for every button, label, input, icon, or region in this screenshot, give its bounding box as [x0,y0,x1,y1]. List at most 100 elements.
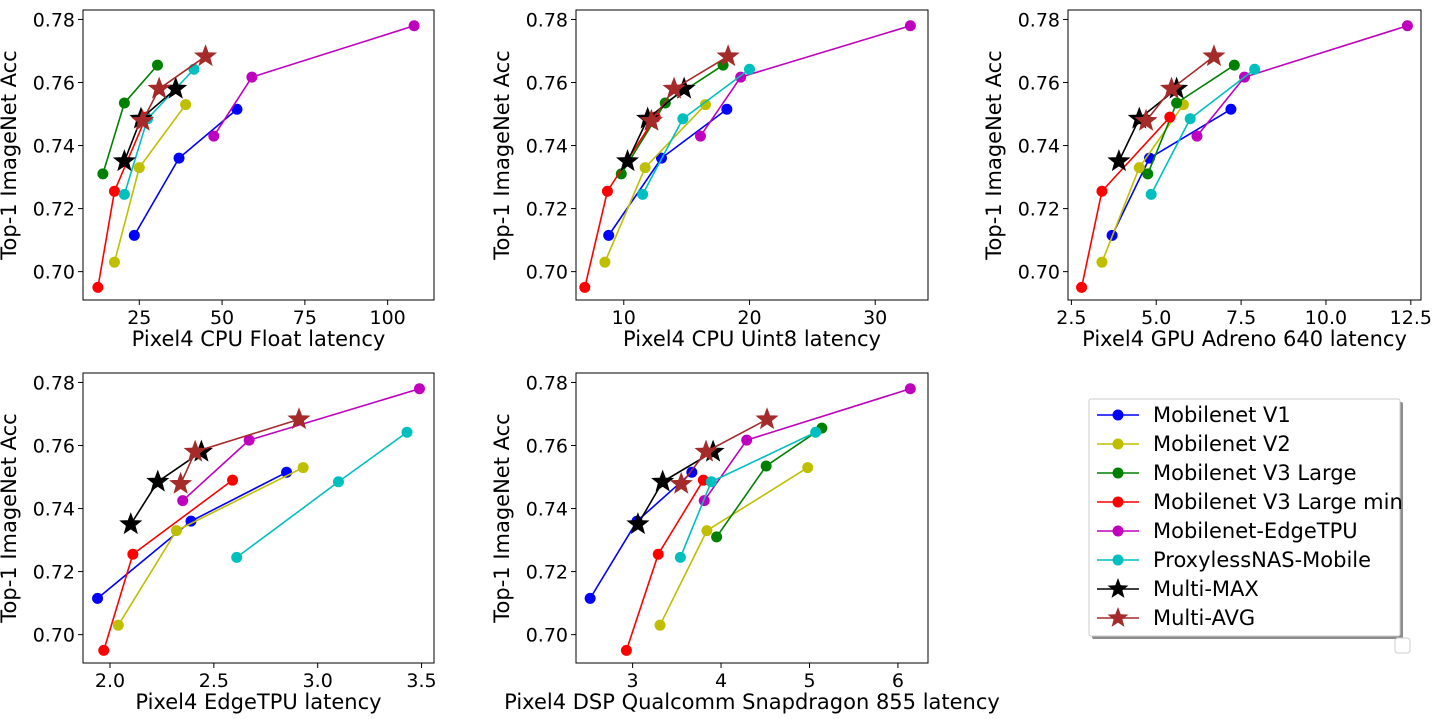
series-multi-avg [169,407,311,494]
legend-circle-marker [1112,554,1124,566]
series-mobilenet-v3-large-min [1076,111,1176,293]
series-mobilenet-v3-large-min [92,111,152,293]
y-tick-label: 0.76 [526,436,568,458]
legend-circle-marker [1112,525,1124,537]
legend-label: Mobilenet-EdgeTPU [1153,519,1358,543]
x-tick-label: 30 [863,307,887,329]
data-point [92,592,104,604]
x-tick-label: 5.0 [1141,307,1171,329]
data-point [1076,281,1088,293]
legend-star-marker [1107,578,1129,598]
x-tick-label: 2.0 [95,670,125,692]
data-point-star [1202,44,1226,67]
data-point [413,383,425,395]
series-proxylessnas-mobile [674,426,822,563]
x-tick-label: 75 [293,307,317,329]
data-point [180,99,192,111]
data-point [802,462,814,474]
data-point [1401,20,1413,32]
data-point [1171,97,1183,109]
data-point [1133,162,1145,174]
data-point [579,281,591,293]
y-tick-label: 0.76 [526,73,568,95]
data-point-star [131,108,155,131]
data-point [118,97,130,109]
data-point [1228,59,1240,71]
data-point [615,168,627,180]
data-point-star [651,469,675,492]
y-tick-label: 0.78 [526,372,568,394]
x-tick-label: 5 [803,670,815,692]
subplot-2: 10 20 30 0.70 0.72 0.74 0.76 0.78 Pixel4 CPU Uin… [490,9,929,351]
x-tick-label: 12.5 [1390,307,1432,329]
x-axis-label: Pixel4 CPU Uint8 latency [623,327,881,351]
data-point-star [662,76,686,99]
empty-legend-box [1394,637,1411,654]
legend-circle-marker [1112,496,1124,508]
data-point-star [169,471,193,494]
data-point [170,525,182,537]
y-tick-label: 0.78 [526,9,568,31]
data-point [1249,63,1261,75]
data-point [904,20,916,32]
data-point [152,59,164,71]
data-point [701,525,713,537]
data-point [133,162,145,174]
axes-frame [575,372,929,664]
legend-circle-marker [1112,467,1124,479]
data-point [173,152,185,164]
data-point [599,256,611,268]
legend-item: Mobilenet V3 Large [1097,461,1357,485]
y-tick-label: 0.78 [33,372,75,394]
data-point [227,474,239,486]
data-point [1225,103,1237,115]
data-point [705,476,717,488]
data-point [246,71,258,83]
series-line [213,24,415,137]
series-line [236,431,408,559]
series-mobilenet-v3-large [1142,59,1240,180]
series-mobilenet-v2 [599,99,711,268]
data-point-star [755,407,779,430]
series-mobilenet-v1 [1106,103,1237,241]
data-point [694,130,706,142]
series-mobilenet-v3-large-min [579,111,661,293]
data-point [584,592,596,604]
data-point [677,113,689,125]
legend-label: Multi-AVG [1153,606,1255,630]
y-tick-label: 0.78 [33,9,75,31]
x-axis-label: Pixel4 DSP Qualcomm Snapdragon 855 laten… [504,690,1000,714]
series-multi-avg [639,44,740,131]
data-point [1096,256,1108,268]
data-point [231,103,243,115]
data-point [699,99,711,111]
y-axis-label: Top-1 ImageNet Acc [490,413,514,623]
data-point-star [1107,149,1131,172]
subplot-5: 3 4 5 6 0.70 0.72 0.74 0.76 0.78 Pixel4 DSP Qualc… [490,372,1000,714]
y-tick-label: 0.72 [526,199,568,221]
y-tick-label: 0.76 [33,73,75,95]
data-point [743,63,755,75]
data-point [92,281,104,293]
series-mobilenet-v3-large-min [98,474,239,656]
data-point [741,434,753,446]
x-tick-label: 4 [715,670,727,692]
legend-item: Multi-MAX [1097,577,1259,601]
data-point [810,426,822,438]
y-tick-label: 0.72 [33,199,75,221]
subplot-1: 25 50 75 100 0.70 0.72 0.74 0.76 0.78 Pixel4 CPU … [0,9,435,351]
data-point [177,495,189,507]
series-mobilenet-v3-large [711,422,828,543]
x-axis-label: Pixel4 GPU Adreno 640 latency [1082,327,1407,351]
legend-label: Mobilenet V3 Large [1153,461,1357,485]
data-point-star [287,407,311,430]
y-tick-label: 0.72 [1018,199,1060,221]
data-point [127,548,139,560]
legend-item: Mobilenet-EdgeTPU [1097,519,1358,543]
series-mobilenet-edgetpu [698,383,916,507]
data-point [231,551,243,563]
data-point [1184,113,1196,125]
series-proxylessnas-mobile [231,426,413,563]
legend-item: Mobilenet V2 [1097,432,1291,456]
data-point-star [183,439,207,462]
